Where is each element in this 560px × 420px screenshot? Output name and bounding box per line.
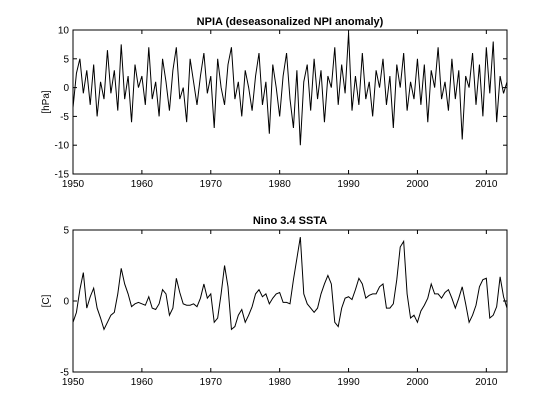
nino34-title: Nino 3.4 SSTA — [253, 215, 327, 227]
npia-ytick-label: 5 — [63, 54, 69, 65]
npia-xtick-label: 1990 — [337, 179, 360, 190]
nino34-ytick-label: 0 — [63, 297, 69, 308]
npia-ytick-label: -15 — [55, 170, 70, 181]
nino34-ticks: 1950 1960 1970 1980 1990 2000 2010 -5 0 5 — [60, 226, 507, 388]
nino34-xtick-label: 1960 — [131, 377, 154, 388]
npia-ytick-label: -10 — [55, 141, 70, 152]
nino34-xtick-label: 1950 — [62, 377, 85, 388]
npia-xtick-label: 2000 — [406, 179, 429, 190]
npia-ytick-label: 0 — [63, 83, 69, 94]
npia-panel: NPIA (deseasonalized NPI anomaly) [hPa] … — [41, 16, 508, 190]
npia-xtick-label: 2010 — [475, 179, 498, 190]
nino34-ylabel: [C] — [41, 294, 52, 307]
npia-xtick-label: 1970 — [200, 179, 223, 190]
npia-xtick-label: 1980 — [269, 179, 292, 190]
nino34-xtick-label: 1970 — [200, 377, 223, 388]
npia-ytick-label: -5 — [60, 112, 69, 123]
nino34-ytick-label: -5 — [60, 368, 69, 379]
npia-xtick-label: 1960 — [131, 179, 154, 190]
npia-title: NPIA (deseasonalized NPI anomaly) — [197, 16, 384, 28]
npia-series-line — [72, 32, 508, 146]
npia-xtick-label: 1950 — [62, 179, 85, 190]
nino34-panel: Nino 3.4 SSTA [C] 1950 1960 1970 1980 1990 20… — [41, 215, 508, 388]
nino34-xtick-label: 1980 — [269, 377, 292, 388]
npia-ylabel: [hPa] — [41, 90, 52, 114]
nino34-series-line — [72, 237, 508, 331]
nino34-ytick-label: 5 — [63, 226, 69, 237]
nino34-xtick-label: 2000 — [406, 377, 429, 388]
npia-axes-box — [72, 29, 508, 175]
nino34-xtick-label: 2010 — [475, 377, 498, 388]
nino34-xtick-label: 1990 — [337, 377, 360, 388]
npia-ytick-label: 10 — [58, 26, 70, 37]
